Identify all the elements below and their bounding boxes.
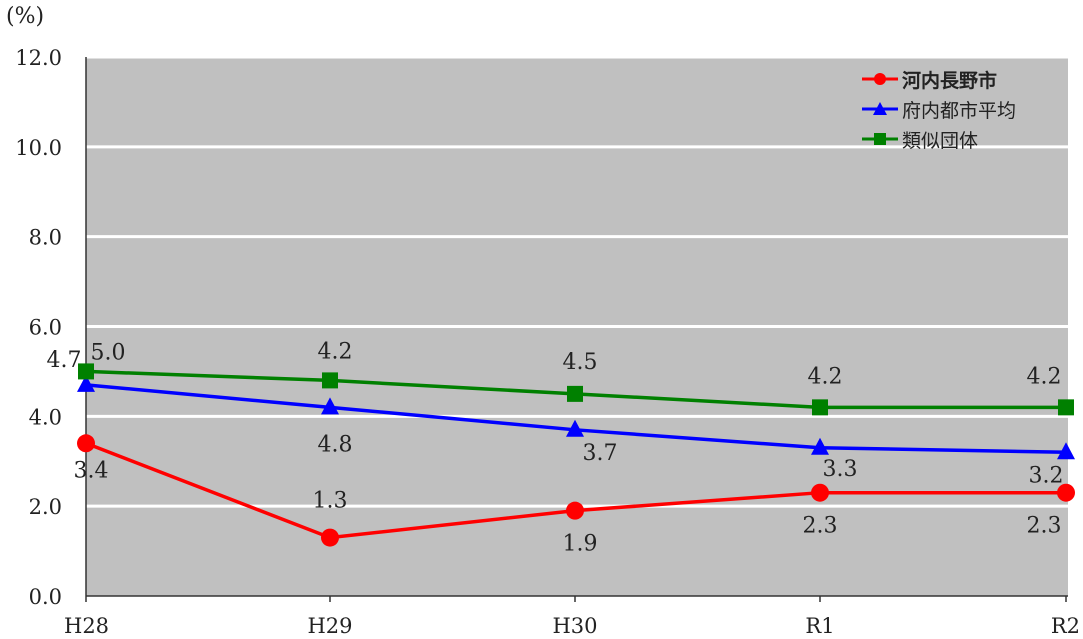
data-label: 4.2 <box>1027 364 1062 389</box>
data-point <box>811 483 829 502</box>
data-label: 1.3 <box>313 489 348 514</box>
data-point <box>1057 442 1075 460</box>
data-label: 4.8 <box>318 432 353 457</box>
legend-item-kawachinagano: 河内長野市 <box>860 64 1060 94</box>
data-point <box>321 397 339 415</box>
y-unit-label: (%) <box>6 4 45 29</box>
data-point <box>566 419 584 437</box>
data-label: 3.4 <box>74 458 109 483</box>
data-label: 3.3 <box>823 457 858 482</box>
data-label: 5.0 <box>91 340 126 365</box>
data-point <box>77 434 95 453</box>
legend-label: 河内長野市 <box>902 69 998 92</box>
x-tick-label: H29 <box>307 614 352 638</box>
legend: 河内長野市 府内都市平均 類似団体 <box>860 64 1060 154</box>
series-markers <box>77 363 1075 547</box>
y-tick-label: 10.0 <box>15 136 62 160</box>
y-tick-label: 0.0 <box>29 585 62 609</box>
data-point <box>78 363 94 380</box>
x-tick-label: H28 <box>64 614 109 638</box>
y-tick-label: 6.0 <box>29 316 62 340</box>
data-label: 3.7 <box>583 441 618 466</box>
legend-item-prefecture-average: 府内都市平均 <box>860 94 1060 124</box>
data-labels: 3.4 1.3 1.9 2.3 2.3 4.7 4.8 3.7 3.3 3.2 5.0 4.2 4.5 4… <box>47 339 1064 556</box>
data-point <box>322 372 338 389</box>
data-point <box>811 437 829 455</box>
y-tick-label: 4.0 <box>29 405 62 429</box>
legend-label: 府内都市平均 <box>902 99 1017 122</box>
y-tick-label: 2.0 <box>29 495 62 519</box>
data-label: 2.3 <box>803 514 838 539</box>
x-tick-label: R2 <box>1051 614 1080 638</box>
axes: 0.0 2.0 4.0 6.0 8.0 10.0 12.0 H28 H29 H30 R1 R2 <box>15 46 1080 638</box>
data-point <box>321 528 339 547</box>
data-point <box>566 501 584 520</box>
data-label: 1.9 <box>563 532 598 557</box>
data-label: 3.2 <box>1029 463 1064 488</box>
data-point <box>77 374 95 392</box>
data-point <box>567 385 583 402</box>
data-point <box>1058 399 1074 416</box>
data-label: 4.5 <box>563 350 598 375</box>
x-tick-label: H30 <box>552 614 597 638</box>
data-label: 2.3 <box>1027 514 1062 539</box>
data-point <box>1057 483 1075 502</box>
data-label: 4.7 <box>47 348 82 373</box>
data-point <box>812 399 828 416</box>
legend-item-similar-groups: 類似団体 <box>860 124 1060 154</box>
x-tick-label: R1 <box>805 614 834 638</box>
legend-label: 類似団体 <box>902 129 979 152</box>
data-label: 4.2 <box>318 339 353 364</box>
y-tick-label: 12.0 <box>15 46 62 70</box>
y-tick-label: 8.0 <box>29 226 62 250</box>
data-label: 4.2 <box>808 364 843 389</box>
